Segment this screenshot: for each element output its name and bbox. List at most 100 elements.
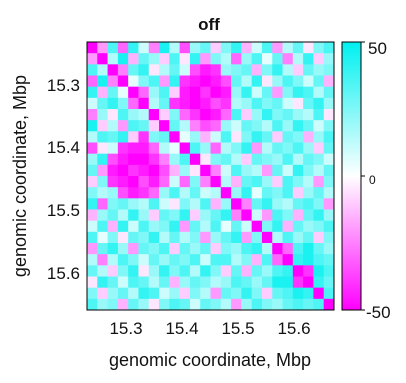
heatmap-cell [210,75,222,88]
colorbar-ticks: 50 0 -50 [361,39,391,322]
heatmap-cell [303,109,314,121]
heatmap-cell [251,176,263,188]
heatmap-cell [138,109,150,121]
heatmap-cell [292,198,304,210]
heatmap-cell [241,142,253,155]
heatmap-cell [231,75,242,88]
heatmap-cell [220,176,232,188]
heatmap-cell [148,97,160,110]
heatmap-cell [292,86,304,99]
heatmap-cell [272,187,283,199]
x-tick-label: 15.6 [277,319,310,338]
heatmap-cell [261,97,273,110]
x-axis-ticks: 15.3 15.4 15.5 15.6 [109,319,310,338]
heatmap-cell [128,287,139,300]
heatmap-cell [189,276,201,289]
heatmap-cell [200,276,211,289]
heatmap-cell [87,120,98,132]
heatmap-cell [220,198,232,210]
heatmap-cell [179,276,191,289]
heatmap-cell [200,209,211,222]
heatmap-cell [159,254,170,266]
heatmap-cell [231,120,242,132]
heatmap-cell [272,97,283,110]
heatmap-cell [128,298,139,311]
heatmap-cell [128,131,139,143]
heatmap-cell [128,153,139,166]
heatmap-cell [303,86,314,99]
heatmap-cell [148,42,160,54]
heatmap-cell [241,220,253,233]
heatmap-cell [148,142,160,155]
heatmap-cell [128,198,139,210]
heatmap-cell [189,86,201,99]
heatmap-cell [323,142,335,155]
heatmap-cell [282,42,294,54]
heatmap-cell [282,64,294,76]
heatmap-cell [159,153,170,166]
heatmap-cell [189,298,201,311]
heatmap-cell [261,265,273,277]
heatmap-cell [292,276,304,289]
heatmap-cell [313,187,325,199]
y-tick-label: 15.4 [47,138,80,157]
heatmap-cell [210,142,222,155]
heatmap-cell [200,142,211,155]
heatmap-cell [323,120,335,132]
heatmap-cell [231,276,242,289]
heatmap-cell [159,42,170,54]
heatmap-cell [292,120,304,132]
heatmap-cell [138,75,150,88]
heatmap-cell [282,109,294,121]
heatmap-cell [220,97,232,110]
heatmap-cell [200,64,211,76]
heatmap-cell [220,243,232,255]
heatmap-cell [323,198,335,210]
heatmap-cell [251,243,263,255]
heatmap-cell [97,209,108,222]
heatmap-cell [97,86,108,99]
heatmap-cell [159,97,170,110]
heatmap-cell [117,187,129,199]
heatmap-cell [128,276,139,289]
heatmap-cell [169,142,181,155]
heatmap-cell [189,254,201,266]
heatmap-cell [148,187,160,199]
heatmap-cell [220,53,232,65]
heatmap-cell [117,86,129,99]
heatmap-cell [210,42,222,54]
heatmap-cell [148,64,160,76]
heatmap-cell [231,53,242,65]
heatmap-cell [200,265,211,277]
heatmap-cell [87,86,98,99]
heatmap-cell [87,75,98,88]
heatmap-cell [159,231,170,244]
heatmap-cell [231,153,242,166]
heatmap-cell [210,164,222,177]
heatmap-cell [189,243,201,255]
heatmap-cell [148,164,160,177]
heatmap-cell [251,75,263,88]
heatmap-cell [282,120,294,132]
heatmap-cell [138,153,150,166]
heatmap-cell [303,153,314,166]
heatmap-cell [323,86,335,99]
heatmap-cell [261,42,273,54]
heatmap-cell [272,298,283,311]
heatmap-cell [241,187,253,199]
heatmap-cell [282,298,294,311]
heatmap-cell [138,298,150,311]
heatmap-cell [313,220,325,233]
heatmap-cell [303,254,314,266]
heatmap-cell [189,176,201,188]
heatmap-cell [87,131,98,143]
heatmap-cell [313,287,325,300]
heatmap-cell [261,86,273,99]
heatmap-cell [148,53,160,65]
heatmap-cell [251,142,263,155]
heatmap-cell [261,176,273,188]
heatmap-cell [200,254,211,266]
heatmap-cell [231,287,242,300]
heatmap-cell [179,254,191,266]
heatmap-cell [159,142,170,155]
